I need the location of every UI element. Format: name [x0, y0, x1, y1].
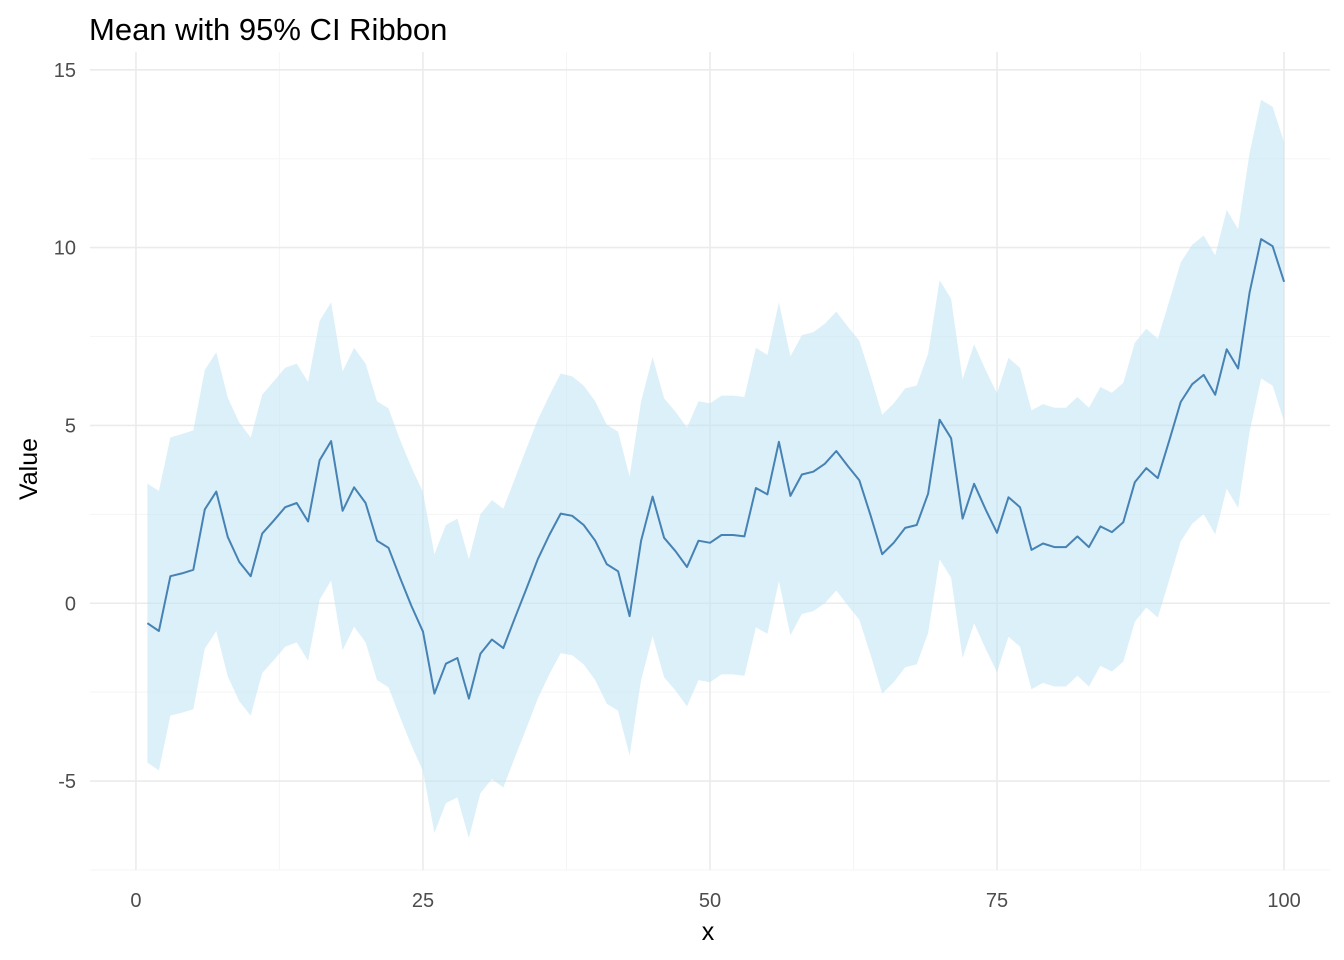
x-tick-label: 0 — [130, 890, 141, 912]
mean-line — [146, 238, 1286, 700]
y-tick-label: 5 — [65, 415, 76, 437]
x-axis-title: x — [702, 918, 715, 946]
x-tick-label: 100 — [1267, 890, 1300, 912]
y-tick-label: 15 — [54, 60, 76, 82]
y-axis-tick-labels: -5 0 5 10 15 — [54, 60, 76, 793]
y-tick-label: -5 — [58, 771, 76, 793]
confidence-ribbon — [147, 99, 1285, 838]
x-tick-label: 50 — [699, 890, 721, 912]
y-axis-title: Value — [15, 438, 43, 500]
chart-title: Mean with 95% CI Ribbon — [89, 12, 447, 47]
y-tick-label: 0 — [65, 593, 76, 615]
x-axis-tick-labels: 0 25 50 75 100 — [130, 890, 1300, 912]
x-tick-label: 25 — [412, 890, 434, 912]
x-tick-label: 75 — [986, 890, 1008, 912]
y-tick-label: 10 — [54, 238, 76, 260]
